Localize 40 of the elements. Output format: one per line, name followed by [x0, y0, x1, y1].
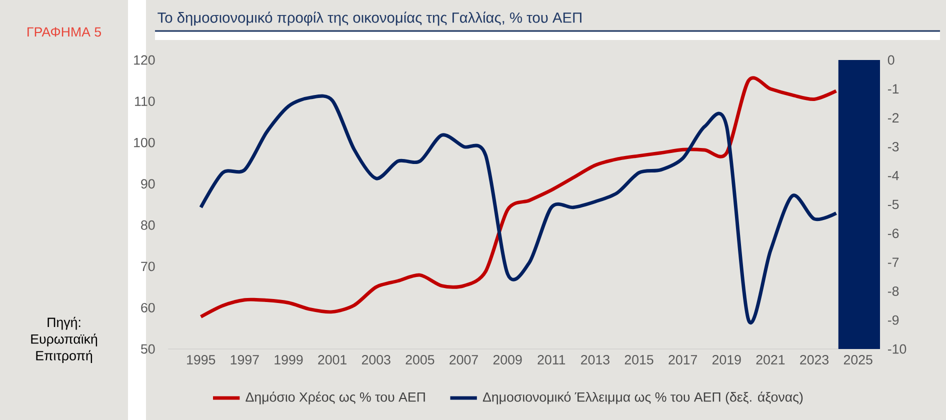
x-tick-label: 2023 [800, 355, 829, 364]
y2-tick-label: -7 [888, 258, 899, 267]
x-tick-label: 2017 [668, 355, 697, 364]
x-tick-label: 2025 [844, 355, 872, 364]
x-tick-label: 2007 [450, 355, 478, 364]
y-tick-label: 110 [135, 96, 155, 106]
y2-tick-label: -9 [888, 315, 899, 325]
legend-label: Δημόσιο Χρέος ως % του ΑΕΠ [246, 392, 425, 404]
legend-label: Δημοσιονομικό Έλλειμμα ως % του ΑΕΠ (δεξ. άξονας) [482, 392, 803, 404]
y-tick-label: 50 [141, 344, 155, 354]
y2-tick-label: -8 [888, 286, 899, 296]
y2-tick-label: -2 [888, 113, 899, 122]
x-tick-label: 2021 [756, 355, 785, 364]
x-tick-label: 2013 [581, 355, 610, 364]
x-tick-label: 2009 [493, 355, 522, 364]
y2-tick-label: -5 [888, 200, 899, 210]
y2-tick-label: -6 [888, 228, 899, 238]
x-tick-label: 1997 [230, 355, 259, 364]
y-tick-label: 60 [141, 302, 155, 312]
y2-tick-label: -10 [888, 344, 906, 354]
y2-tick-label: -4 [888, 170, 899, 180]
y-tick-label: 80 [141, 220, 155, 230]
x-tick-label: 2015 [624, 355, 654, 364]
x-tick-label: 2001 [318, 355, 346, 364]
x-tick-label: 1995 [187, 355, 216, 364]
y-tick-label: 120 [134, 55, 155, 65]
x-tick-label: 2011 [538, 355, 566, 364]
x-tick-label: 2003 [362, 355, 390, 364]
x-tick-label: 2019 [712, 355, 741, 364]
y-tick-label: 100 [134, 138, 155, 148]
text: ΓΡΑΦΗΜΑ 5 [28, 27, 102, 37]
y-tick-label: 70 [141, 262, 155, 272]
x-tick-label: 2005 [406, 355, 434, 364]
y2-tick-label: -1 [888, 84, 899, 94]
text: Πηγή: Ευρωπαϊκή Επιτροπή [31, 316, 98, 364]
chart-title: Το δημοσιονομικό προφίλ της οικονομίας της Γαλλίας, % του ΑΕΠ [158, 12, 582, 26]
y-tick-label: 90 [141, 179, 155, 189]
x-tick-label: 1999 [274, 355, 303, 364]
y2-tick-label: -3 [888, 142, 899, 152]
y2-tick-label: 0 [888, 55, 894, 65]
